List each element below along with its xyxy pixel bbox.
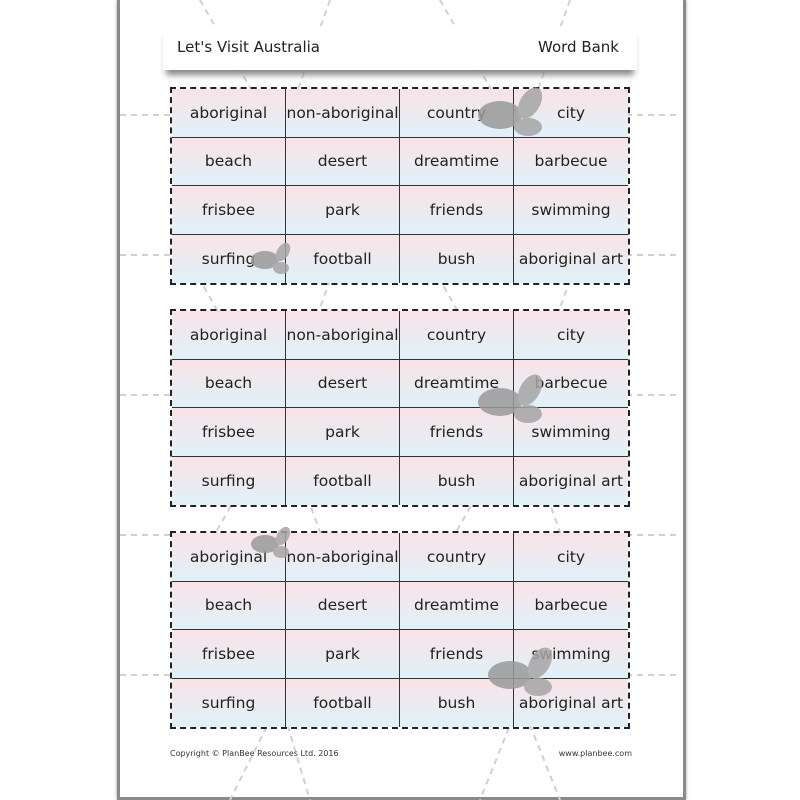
word-card: park xyxy=(286,186,400,235)
word-card: football xyxy=(286,678,400,727)
word-card: dreamtime xyxy=(400,581,514,630)
word-card: friends xyxy=(400,630,514,679)
word-card: non-aboriginal xyxy=(286,311,400,360)
bee-icon xyxy=(251,526,291,558)
word-card: non-aboriginal xyxy=(286,533,400,582)
word-card-table-2: aboriginal non-aboriginal country city beach… xyxy=(170,309,630,507)
word-card: swimming xyxy=(514,186,628,235)
word-card: desert xyxy=(286,359,400,408)
word-card: country xyxy=(400,311,514,360)
word-card: barbecue xyxy=(514,581,628,630)
word-card: surfing xyxy=(172,678,286,727)
copyright-text: Copyright © PlanBee Resources Ltd. 2016 xyxy=(170,749,339,758)
word-card: dreamtime xyxy=(400,137,514,186)
word-card: park xyxy=(286,630,400,679)
word-card: desert xyxy=(286,137,400,186)
word-card: aboriginal xyxy=(172,533,286,582)
word-card: aboriginal art xyxy=(514,456,628,505)
word-card-table-3: aboriginal non-aboriginal country city beach… xyxy=(170,531,630,729)
word-card: bush xyxy=(400,678,514,727)
word-card: surfing xyxy=(172,456,286,505)
worksheet-title: Let's Visit Australia xyxy=(177,38,320,56)
word-card: beach xyxy=(172,359,286,408)
word-card: bush xyxy=(400,456,514,505)
word-card: frisbee xyxy=(172,408,286,457)
word-card: desert xyxy=(286,581,400,630)
bee-icon xyxy=(488,647,553,696)
word-card: frisbee xyxy=(172,186,286,235)
word-card: football xyxy=(286,456,400,505)
word-card: park xyxy=(286,408,400,457)
word-card: beach xyxy=(172,581,286,630)
word-card: aboriginal xyxy=(172,89,286,138)
word-card: city xyxy=(514,533,628,582)
bee-icon xyxy=(478,374,543,423)
bee-icon xyxy=(251,242,291,274)
word-card: city xyxy=(514,311,628,360)
word-card: friends xyxy=(400,408,514,457)
word-card: bush xyxy=(400,234,514,283)
word-card: beach xyxy=(172,137,286,186)
bee-icon xyxy=(478,87,543,136)
word-card: football xyxy=(286,234,400,283)
word-card-table-1: aboriginal non-aboriginal country city beach… xyxy=(170,87,630,285)
word-card: aboriginal art xyxy=(514,678,628,727)
page-header: Let's Visit Australia Word Bank xyxy=(163,26,637,70)
word-card: frisbee xyxy=(172,630,286,679)
word-card: country xyxy=(400,533,514,582)
word-card: friends xyxy=(400,186,514,235)
word-card: barbecue xyxy=(514,137,628,186)
word-card: non-aboriginal xyxy=(286,89,400,138)
website-link[interactable]: www.planbee.com xyxy=(558,749,632,758)
word-card: aboriginal xyxy=(172,311,286,360)
word-card: surfing xyxy=(172,234,286,283)
word-card: aboriginal art xyxy=(514,234,628,283)
worksheet-subtitle: Word Bank xyxy=(538,38,619,56)
